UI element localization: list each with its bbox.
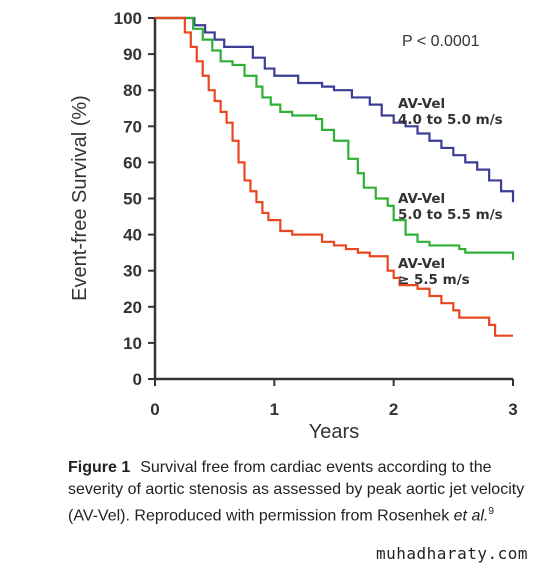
x-tick-label: 3 [508, 400, 517, 419]
figure-caption: Figure 1 Survival free from cardiac event… [68, 457, 528, 527]
y-tick-label: 30 [123, 262, 142, 281]
y-tick-label: 70 [123, 117, 142, 136]
y-tick-label: 100 [114, 9, 142, 28]
y-tick-label: 0 [133, 370, 142, 389]
series-label-av-vel-over-5.5: AV-Vel [398, 256, 445, 272]
series-label-av-vel-5-5.5: AV-Vel [398, 191, 445, 207]
x-tick-label: 0 [150, 400, 159, 419]
x-tick-label: 1 [270, 400, 279, 419]
watermark: muhadharaty.com [376, 544, 528, 563]
y-tick-label: 80 [123, 81, 142, 100]
series-line-av-vel-5-5.5 [155, 16, 515, 260]
series-label-av-vel-4-5: AV-Vel [398, 96, 445, 112]
y-tick-label: 20 [123, 298, 142, 317]
series-label-av-vel-5-5.5: 5.0 to 5.5 m/s [398, 207, 503, 223]
caption-reference: 9 [488, 506, 494, 517]
chart-ticks: 0 10 20 30 40 50 60 70 80 90 100 0 1 2 3 [114, 9, 518, 419]
series-line-av-vel-over-5.5 [155, 16, 513, 337]
x-axis-title: Years [309, 421, 359, 443]
caption-italic: et al. [453, 507, 489, 525]
caption-text: Survival free from cardiac events accord… [68, 459, 525, 525]
series-line-av-vel-4-5 [155, 16, 515, 203]
series-label-av-vel-4-5: 4.0 to 5.0 m/s [398, 112, 503, 128]
x-tick-label: 2 [389, 400, 398, 419]
figure-label: Figure 1 [68, 459, 131, 476]
chart-axes [153, 18, 513, 381]
y-tick-label: 60 [123, 153, 142, 172]
p-value-annotation: P < 0.0001 [402, 33, 480, 50]
series-label-av-vel-over-5.5: ≥ 5.5 m/s [398, 272, 470, 288]
y-axis-title: Event-free Survival (%) [69, 95, 91, 301]
y-tick-label: 90 [123, 45, 142, 64]
y-tick-label: 10 [123, 334, 142, 353]
y-tick-label: 50 [123, 190, 142, 209]
chart-series [155, 16, 515, 337]
y-tick-label: 40 [123, 226, 142, 245]
